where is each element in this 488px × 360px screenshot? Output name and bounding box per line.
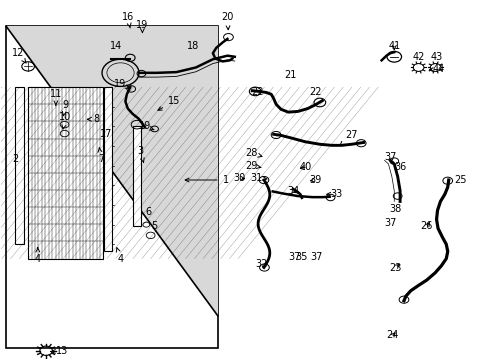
Text: 44: 44: [428, 64, 444, 74]
Text: 26: 26: [420, 221, 432, 231]
Bar: [132, 126, 141, 226]
Text: 35: 35: [295, 252, 307, 262]
Text: 36: 36: [393, 162, 406, 172]
Text: 30: 30: [233, 173, 245, 183]
Polygon shape: [6, 26, 217, 316]
Text: 8: 8: [87, 114, 99, 124]
Text: 22: 22: [251, 87, 264, 98]
Text: 5: 5: [151, 221, 157, 231]
Text: 3: 3: [137, 147, 144, 162]
Text: 13: 13: [50, 346, 68, 356]
Text: 37: 37: [384, 152, 396, 162]
Text: 38: 38: [388, 203, 401, 213]
Bar: [104, 87, 112, 251]
Text: 43: 43: [429, 52, 442, 62]
Text: 28: 28: [245, 148, 262, 158]
Text: 14: 14: [109, 41, 122, 51]
Text: 23: 23: [388, 262, 401, 273]
Text: 12: 12: [12, 48, 26, 63]
Text: 18: 18: [187, 41, 199, 51]
Text: 20: 20: [221, 13, 233, 30]
Text: 31: 31: [250, 173, 266, 183]
Text: 10: 10: [60, 112, 72, 129]
Text: 16: 16: [122, 13, 134, 28]
Text: 9: 9: [62, 100, 68, 116]
Text: 4: 4: [35, 248, 41, 264]
Text: 42: 42: [411, 52, 424, 62]
Text: 22: 22: [308, 87, 321, 98]
Text: 29: 29: [245, 161, 261, 171]
Text: 19: 19: [139, 121, 154, 131]
Text: 2: 2: [12, 154, 18, 163]
Text: 6: 6: [145, 207, 151, 217]
Text: 19: 19: [114, 78, 129, 89]
Text: 27: 27: [339, 130, 357, 145]
Text: 17: 17: [100, 129, 112, 139]
Text: 39: 39: [308, 175, 321, 185]
Text: 25: 25: [454, 175, 466, 185]
Bar: [15, 87, 24, 244]
Text: 37: 37: [384, 218, 396, 228]
Text: 40: 40: [299, 162, 311, 172]
Text: 7: 7: [98, 148, 104, 163]
Text: 15: 15: [158, 96, 180, 110]
Text: 37: 37: [287, 252, 300, 262]
Text: 4: 4: [116, 248, 123, 264]
Text: 34: 34: [286, 186, 299, 196]
Bar: [28, 87, 103, 258]
Text: 33: 33: [326, 189, 342, 199]
Text: 1: 1: [185, 175, 228, 185]
Text: 19: 19: [136, 19, 148, 33]
Bar: [6, 26, 217, 348]
Text: 32: 32: [255, 259, 267, 269]
Text: 21: 21: [284, 69, 296, 80]
Text: 11: 11: [50, 89, 62, 105]
Text: 37: 37: [310, 252, 322, 262]
Text: 24: 24: [386, 330, 398, 341]
Text: 41: 41: [387, 41, 400, 51]
